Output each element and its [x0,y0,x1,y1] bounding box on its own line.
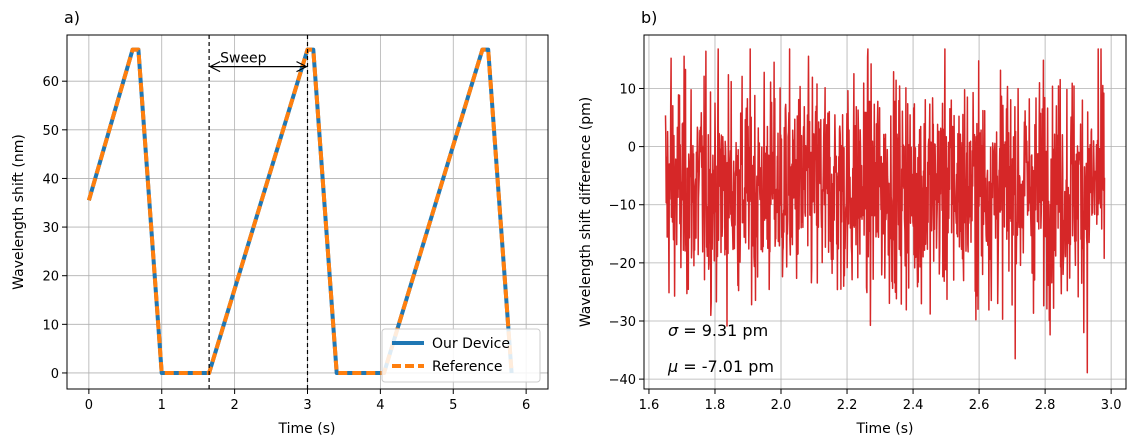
sweep-markers [208,35,309,389]
plot-frame-b [643,34,1127,390]
series-lines-a [86,47,514,375]
sweep-arrowhead-left [208,61,221,73]
b-y-tick-label: 10 [619,82,636,97]
a-y-tick-label: 30 [42,221,59,236]
a-x-tick-label: 0 [85,398,93,413]
difference-line [664,48,1106,374]
a-y-tick-label: 60 [42,75,59,90]
b-x-tick-label: 2.4 [903,398,924,413]
sweep-annotation: Sweep [208,51,308,73]
ticks-b: 1.6 1.8 2.0 2.2 2.4 2.6 2.8 3.0 −40 −30 −20 −10 0 10 [609,82,1122,413]
y-axis-label-a: Wavelength shift (nm) [11,134,27,290]
mu-stat: μ = -7.01 pm [667,357,774,376]
a-x-tick-label: 5 [449,398,457,413]
panel-a-label: a) [64,8,80,27]
b-x-tick-label: 2.6 [969,398,990,413]
sigma-stat: σ = 9.31 pm [668,321,768,340]
a-x-tick-label: 2 [230,398,238,413]
a-y-tick-label: 10 [42,318,59,333]
b-x-tick-label: 1.6 [639,398,660,413]
b-x-tick-label: 2.0 [771,398,792,413]
b-x-tick-label: 3.0 [1101,398,1122,413]
a-x-tick-label: 4 [376,398,384,413]
chart-b: b) 1.6 1.8 2.0 2.2 2.4 2.6 2.8 3.0 −40 −30 −20 −10 0… [578,8,1127,436]
b-y-tick-label: −20 [609,257,636,272]
x-axis-label-b: Time (s) [856,421,914,436]
a-x-tick-label: 1 [158,398,166,413]
b-x-tick-label: 2.2 [837,398,858,413]
legend-label-reference: Reference [432,359,503,375]
a-x-tick-label: 6 [522,398,530,413]
b-y-tick-label: 0 [628,141,636,156]
series-lines-b [664,48,1106,374]
sweep-arrowhead-right [296,61,308,73]
a-y-tick-label: 40 [42,172,59,187]
y-axis-label-b: Wavelength shift difference (pm) [578,97,594,327]
a-y-tick-label: 50 [42,124,59,139]
legend-label-our-device: Our Device [432,336,510,352]
series-line-reference [86,47,514,375]
legend-a: Our Device Reference [381,328,541,383]
x-axis-label-a: Time (s) [278,421,336,436]
a-x-tick-label: 3 [303,398,311,413]
a-y-tick-label: 0 [51,367,59,382]
b-x-tick-label: 1.8 [705,398,726,413]
sweep-label: Sweep [220,51,267,67]
a-y-tick-label: 20 [42,270,59,285]
panel-b-label: b) [641,8,657,27]
b-x-tick-label: 2.8 [1035,398,1056,413]
b-y-tick-label: −40 [609,373,636,388]
b-y-tick-label: −30 [609,315,636,330]
b-y-tick-label: −10 [609,199,636,214]
